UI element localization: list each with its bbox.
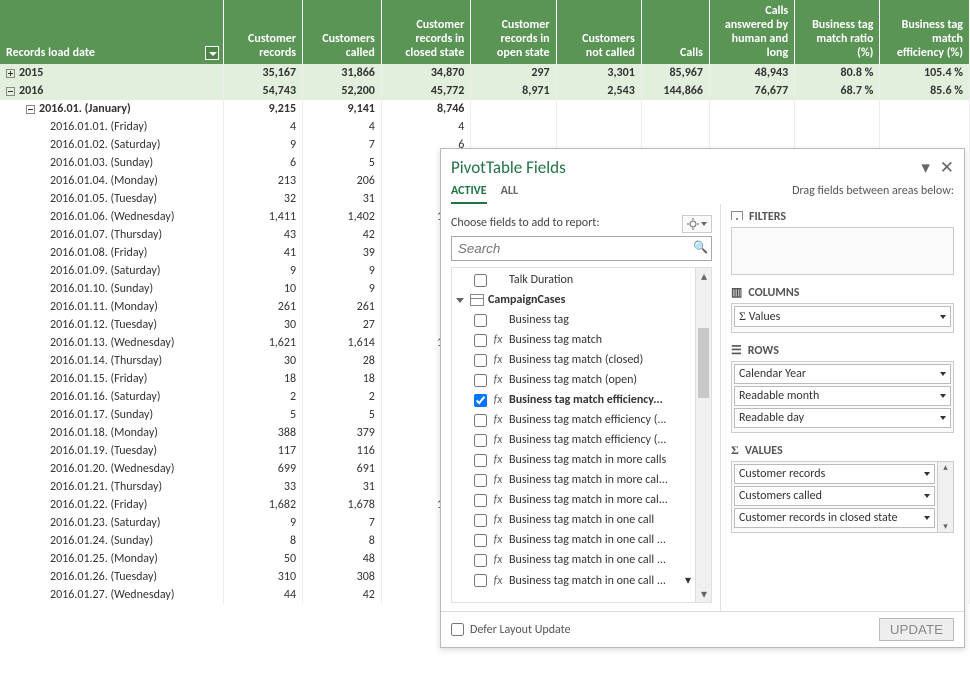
expand-icon[interactable] <box>6 87 15 96</box>
field-item[interactable]: fxBusiness tag match efficiency... <box>452 390 711 410</box>
values-scrollbar[interactable]: ▴▾ <box>938 461 954 533</box>
field-item[interactable]: Talk Duration <box>452 270 711 290</box>
columns-dropzone[interactable]: Σ Σ ValuesValues <box>731 303 954 333</box>
rows-dropzone[interactable]: Calendar YearReadable monthReadable day <box>731 361 954 433</box>
values-pill[interactable]: Customer records in closed state <box>734 508 935 528</box>
table-row[interactable]: 201535,16731,86634,8702973,30185,96748,9… <box>0 64 970 82</box>
filters-dropzone[interactable] <box>731 227 954 275</box>
columns-area: ▥COLUMNS Σ Σ ValuesValues <box>731 285 954 333</box>
field-item[interactable]: fxBusiness tag match in one call ... <box>452 530 711 550</box>
column-header[interactable]: Calls answered by human and long <box>709 0 794 64</box>
field-item[interactable]: fxBusiness tag match in more cal... <box>452 490 711 510</box>
column-header[interactable]: Customer records <box>224 0 303 64</box>
header-row: Records load dateCustomer recordsCustome… <box>0 0 970 64</box>
field-group[interactable]: CampaignCases <box>452 290 711 310</box>
values-area: ΣVALUES Customer recordsCustomers called… <box>731 443 954 533</box>
field-item[interactable]: fxBusiness tag match efficiency (... <box>452 410 711 430</box>
table-icon <box>470 294 484 306</box>
close-icon[interactable]: ✕ <box>940 157 954 178</box>
scroll-up-icon[interactable]: ▴ <box>696 268 712 284</box>
rows-pill[interactable]: Readable month <box>734 386 951 406</box>
scroll-thumb[interactable] <box>698 328 709 398</box>
field-item[interactable]: fxBusiness tag match <box>452 330 711 350</box>
column-header[interactable]: Business tag match efficiency (%) <box>880 0 970 64</box>
defer-row: Defer Layout Update UPDATE <box>441 611 964 647</box>
column-header[interactable]: Customer records in open state <box>471 0 556 64</box>
filters-area: FILTERS <box>731 210 954 275</box>
scroll-down-icon[interactable]: ▾ <box>696 586 712 602</box>
columns-pill-values[interactable]: Σ Σ ValuesValues <box>734 306 951 327</box>
field-item[interactable]: fxBusiness tag match in more cal... <box>452 470 711 490</box>
rows-area: ☰ROWS Calendar YearReadable monthReadabl… <box>731 343 954 433</box>
choose-fields-label: Choose fields to add to report: <box>451 212 600 236</box>
pivottable-fields-panel: PivotTable Fields ▾ ✕ ACTIVE ALL Drag fi… <box>440 148 965 648</box>
field-item[interactable]: Business tag <box>452 310 711 330</box>
rows-pill[interactable]: Readable day <box>734 408 951 428</box>
values-dropzone[interactable]: Customer recordsCustomers calledCustomer… <box>731 461 938 533</box>
rows-icon: ☰ <box>731 343 742 358</box>
column-header[interactable]: Customers called <box>303 0 382 64</box>
field-list[interactable]: Talk DurationCampaignCasesBusiness tagfx… <box>451 267 712 603</box>
table-row[interactable]: 2016.01.01. (Friday)444 <box>0 118 970 136</box>
values-icon: Σ <box>731 443 739 458</box>
columns-icon: ▥ <box>731 285 742 300</box>
values-pill[interactable]: Customer records <box>734 464 935 484</box>
column-header[interactable]: Customers not called <box>556 0 641 64</box>
field-list-options-button[interactable] <box>682 215 712 233</box>
tab-all[interactable]: ALL <box>501 184 518 204</box>
field-item[interactable]: fxBusiness tag match in one call <box>452 510 711 530</box>
filter-dropdown-icon[interactable] <box>205 46 219 60</box>
update-button[interactable]: UPDATE <box>879 618 954 641</box>
field-item[interactable]: fxBusiness tag match (open) <box>452 370 711 390</box>
table-row[interactable]: 201654,74352,20045,7728,9712,543144,8667… <box>0 82 970 100</box>
chevron-down-icon[interactable] <box>456 298 464 303</box>
tab-active[interactable]: ACTIVE <box>451 184 487 204</box>
expand-icon[interactable] <box>6 69 15 78</box>
field-item[interactable]: fxBusiness tag match (closed) <box>452 350 711 370</box>
field-item[interactable]: fxBusiness tag match efficiency (... <box>452 430 711 450</box>
field-item[interactable]: fxBusiness tag match in one call ... ▾ <box>452 570 711 591</box>
column-header[interactable]: Business tag match ratio (%) <box>795 0 880 64</box>
panel-tabs: ACTIVE ALL <box>441 178 528 204</box>
field-list-scrollbar[interactable]: ▴ ▾ <box>695 268 711 602</box>
values-pill[interactable]: Customers called <box>734 486 935 506</box>
defer-layout-checkbox[interactable]: Defer Layout Update <box>451 623 571 637</box>
column-header[interactable]: Records load date <box>0 0 224 64</box>
field-item[interactable]: fxBusiness tag match in more calls <box>452 450 711 470</box>
expand-icon[interactable] <box>26 105 35 114</box>
panel-title: PivotTable Fields <box>451 157 566 178</box>
search-icon[interactable]: 🔍 <box>693 240 708 255</box>
drag-hint: Drag fields between areas below: <box>792 178 964 198</box>
filter-icon <box>731 210 743 224</box>
column-header[interactable]: Calls <box>641 0 709 64</box>
panel-chevron-icon[interactable]: ▾ <box>921 157 930 178</box>
rows-pill[interactable]: Calendar Year <box>734 364 951 384</box>
field-item[interactable]: fxBusiness tag match in one call ... <box>452 550 711 570</box>
field-search-input[interactable] <box>451 236 712 261</box>
column-header[interactable]: Customer records in closed state <box>381 0 470 64</box>
table-row[interactable]: 2016.01. (January)9,2159,1418,746 <box>0 100 970 118</box>
